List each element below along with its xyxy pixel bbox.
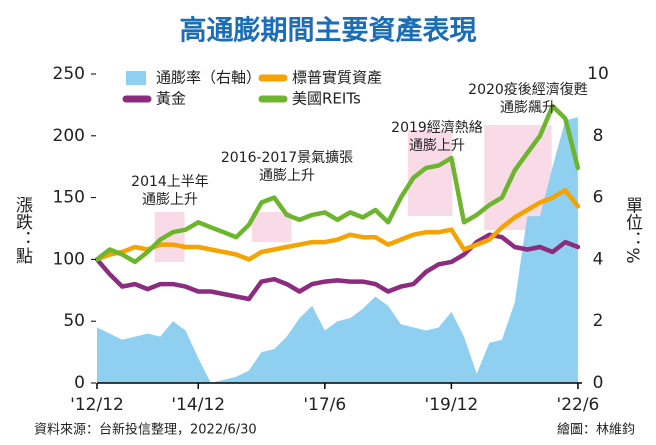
highlight-period bbox=[251, 212, 292, 242]
x-tick-label: '22/6 bbox=[557, 395, 600, 415]
line bbox=[94, 187, 581, 262]
source: 資料來源：台新投信整理，2022/6/30 bbox=[34, 422, 257, 438]
line bbox=[94, 103, 581, 265]
annotation: 通膨上升 bbox=[409, 137, 465, 154]
legend-label: 通膨率（右軸） bbox=[156, 69, 261, 87]
legend-label: 美國REITs bbox=[292, 90, 361, 108]
legend-swatch bbox=[126, 71, 146, 85]
x-tick-label: '12/12 bbox=[70, 395, 124, 415]
y-tick-label: 100 bbox=[53, 249, 85, 269]
y2-tick-label: 2 bbox=[593, 311, 604, 331]
highlight-period bbox=[484, 125, 552, 230]
legend-label: 標普實質資產 bbox=[292, 69, 382, 87]
highlight-period bbox=[407, 130, 453, 216]
legend-label: 黃金 bbox=[156, 90, 186, 108]
annotation: 通膨上升 bbox=[259, 167, 315, 184]
y2-tick-label: 4 bbox=[593, 249, 604, 269]
line-layer bbox=[94, 103, 581, 302]
annotation: 2014上半年 bbox=[131, 174, 209, 190]
legend-box bbox=[118, 64, 400, 110]
y-tick-label: 200 bbox=[53, 126, 85, 146]
x-tick-label: '14/12 bbox=[171, 395, 225, 415]
y2-tick-label: 10 bbox=[587, 64, 609, 84]
y-tick-label: 0 bbox=[74, 373, 85, 393]
area bbox=[97, 117, 578, 384]
highlight-period bbox=[154, 212, 185, 262]
annotation: 2016-2017景氣擴張 bbox=[221, 149, 353, 166]
chart-title: 高通膨期間主要資產表現 bbox=[180, 15, 477, 47]
y-axis-label: 漲跌：點 bbox=[12, 196, 33, 264]
area-layer bbox=[97, 117, 578, 384]
top-layer: 2014上半年通膨上升2016-2017景氣擴張通膨上升2019經濟熱絡通膨上升… bbox=[53, 64, 609, 415]
annotation: 通膨上升 bbox=[142, 191, 198, 208]
y-tick-label: 250 bbox=[53, 64, 85, 84]
annotation: 2020疫後經濟復甦 bbox=[468, 81, 588, 98]
y2-tick-label: 6 bbox=[593, 188, 604, 208]
annotation: 2019經濟熱絡 bbox=[391, 120, 483, 136]
y2-tick-label: 0 bbox=[593, 373, 604, 393]
line bbox=[94, 232, 581, 302]
credit: 繪圖：林維鈞 bbox=[557, 422, 635, 438]
y2-axis-label: 單位：% bbox=[622, 196, 643, 263]
x-tick-label: '17/6 bbox=[303, 395, 346, 415]
annotation: 通膨飆升 bbox=[500, 99, 556, 116]
y2-tick-label: 8 bbox=[593, 126, 604, 146]
y-tick-label: 50 bbox=[63, 311, 85, 331]
x-tick-label: '19/12 bbox=[425, 395, 479, 415]
y-tick-label: 150 bbox=[53, 188, 85, 208]
background-layer bbox=[154, 125, 552, 262]
